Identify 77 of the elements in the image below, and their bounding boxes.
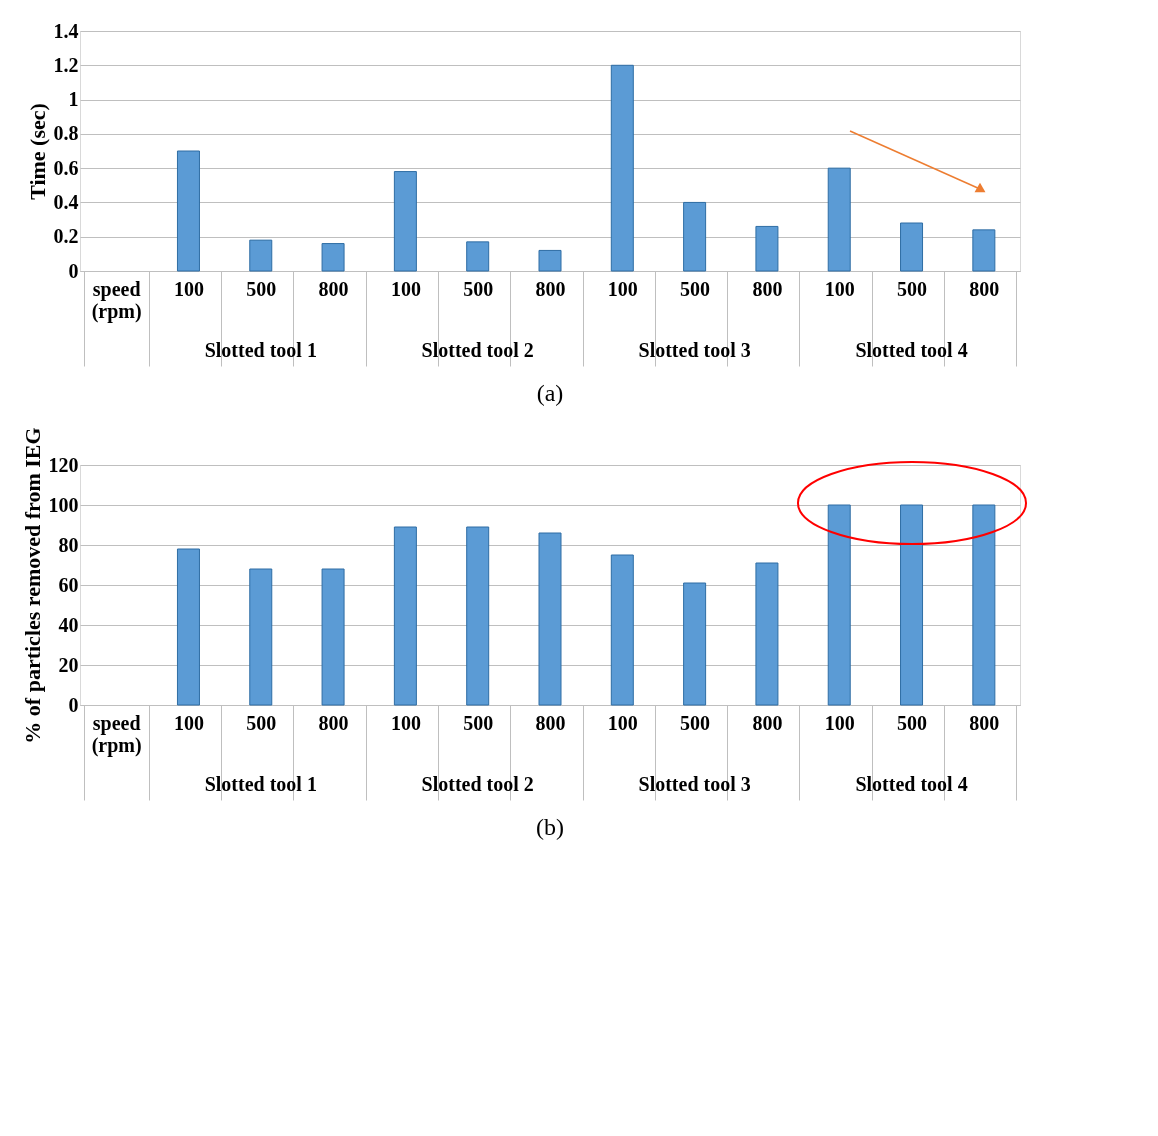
bar (249, 239, 273, 272)
bar (538, 532, 562, 706)
x-tick-label: 800 (318, 711, 349, 734)
bar (683, 582, 707, 706)
x-tick-label: speed (rpm) (91, 277, 142, 323)
bar (176, 548, 200, 706)
x-tick-label: 800 (752, 711, 783, 734)
bar (466, 241, 490, 272)
y-tick-label: 120 (48, 453, 79, 476)
x-tick-label: 500 (246, 277, 277, 300)
bar (827, 167, 851, 272)
bar (972, 229, 996, 272)
bar (755, 225, 779, 272)
y-tick-label: 40 (58, 613, 79, 636)
x-tick-label: 500 (463, 277, 494, 300)
x-tick-label: 800 (969, 711, 1000, 734)
x-tick-label: speed (rpm) (91, 711, 142, 757)
bar (610, 554, 634, 706)
x-tick-label: 100 (173, 277, 204, 300)
bar (538, 249, 562, 272)
text: Slotted tool 4 (855, 339, 968, 361)
y-tick-label: 0.8 (53, 122, 79, 145)
x-tick-label: 100 (607, 277, 638, 300)
bar (466, 526, 490, 706)
bar (972, 504, 996, 706)
y-tick-label: 80 (58, 533, 79, 556)
x-tick-label: 500 (897, 711, 928, 734)
text: Slotted tool 2 (421, 339, 534, 361)
y-axis-title: Time (sec) (24, 103, 50, 200)
y-tick-label: 0 (68, 259, 79, 282)
y-tick-label: 100 (48, 493, 79, 516)
y-axis-title: % of particles removed from IEG (19, 427, 45, 744)
x-tick-label: 100 (390, 711, 421, 734)
text: Slotted tool 4 (855, 773, 968, 795)
x-tick-label: 500 (463, 711, 494, 734)
text: Slotted tool 2 (421, 773, 534, 795)
text: (a) (536, 379, 564, 406)
text: Slotted tool 1 (204, 339, 317, 361)
bar (321, 568, 345, 706)
x-tick-label: 100 (173, 711, 204, 734)
bar (321, 243, 345, 272)
x-tick-label: 800 (752, 277, 783, 300)
bar (900, 222, 924, 272)
x-tick-label: 500 (680, 711, 711, 734)
x-tick-label: 100 (607, 711, 638, 734)
text: Slotted tool 3 (638, 339, 751, 361)
x-tick-label: 100 (824, 711, 855, 734)
y-tick-label: 0 (68, 693, 79, 716)
x-tick-label: 800 (535, 277, 566, 300)
x-tick-label: 800 (318, 277, 349, 300)
bar (827, 504, 851, 706)
text: Slotted tool 1 (204, 773, 317, 795)
x-tick-label: 800 (969, 277, 1000, 300)
bar (755, 562, 779, 706)
y-tick-label: 1.4 (53, 19, 79, 42)
y-tick-label: 0.4 (53, 190, 79, 213)
x-tick-label: 500 (246, 711, 277, 734)
x-tick-label: 100 (824, 277, 855, 300)
y-tick-label: 60 (58, 573, 79, 596)
bar (393, 171, 417, 272)
y-tick-label: 0.2 (53, 225, 79, 248)
bar (900, 504, 924, 706)
text: Slotted tool 3 (638, 773, 751, 795)
bar (610, 64, 634, 272)
bar (393, 526, 417, 706)
y-tick-label: 20 (58, 653, 79, 676)
y-tick-label: 0.6 (53, 156, 79, 179)
x-tick-label: 500 (897, 277, 928, 300)
text: (b) (536, 813, 564, 840)
bar (249, 568, 273, 706)
y-tick-label: 1.2 (53, 53, 79, 76)
y-tick-label: 1 (68, 88, 79, 111)
x-tick-label: 800 (535, 711, 566, 734)
x-tick-label: 500 (680, 277, 711, 300)
bar (176, 150, 200, 272)
x-tick-label: 100 (390, 277, 421, 300)
bar (683, 201, 707, 272)
